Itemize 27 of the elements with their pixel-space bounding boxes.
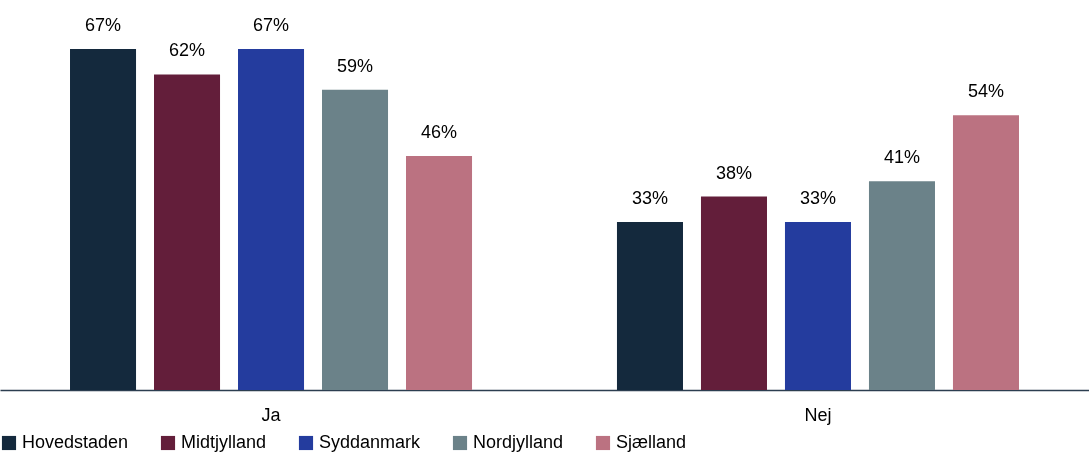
legend-label: Hovedstaden (22, 432, 129, 452)
bar (238, 49, 305, 390)
bar (406, 155, 473, 390)
bar (784, 222, 851, 390)
data-label: 33% (799, 188, 836, 209)
data-label: 38% (715, 162, 752, 183)
bar (322, 89, 389, 390)
bar (700, 196, 767, 390)
legend-label: Syddanmark (319, 432, 422, 452)
legend-label: Sjælland (616, 432, 687, 452)
data-label: 33% (631, 188, 668, 209)
data-label: 41% (883, 147, 920, 168)
bar (952, 115, 1019, 390)
data-label: 62% (169, 40, 206, 61)
bar (616, 222, 683, 390)
bar (154, 74, 221, 390)
data-label: 46% (421, 121, 458, 142)
data-label: 67% (253, 15, 290, 35)
bar (868, 181, 935, 390)
x-tick-label: Ja (261, 404, 282, 425)
legend-label: Midtjylland (181, 432, 267, 452)
data-label: 67% (85, 15, 122, 35)
bar (70, 49, 137, 390)
data-label: 54% (967, 81, 1004, 102)
legend-label: Nordjylland (473, 432, 564, 452)
data-label: 59% (337, 55, 374, 76)
x-tick-label: Nej (804, 404, 832, 425)
